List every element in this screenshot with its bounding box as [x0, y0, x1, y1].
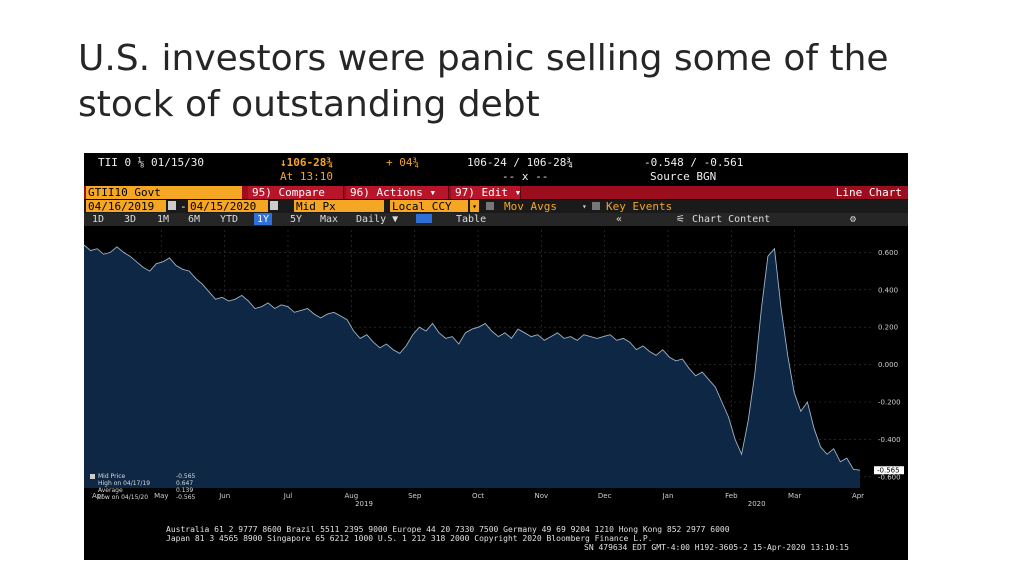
mov-avgs-toggle[interactable]: Mov Avgs [504, 200, 557, 213]
compare-button[interactable]: 95) Compare [248, 186, 344, 199]
key-events-toggle[interactable]: Key Events [606, 200, 673, 213]
quote-size: -- x -- [502, 170, 549, 183]
ticker-field[interactable]: GTII10 Govt [86, 186, 242, 199]
legend-swatch [90, 474, 95, 479]
calendar-icon[interactable] [168, 201, 176, 210]
edit-menu[interactable]: 97) Edit ▾ [451, 186, 521, 199]
chevron-down-icon[interactable]: ▾ [470, 200, 479, 212]
legend-low-value: -0.565 [176, 494, 196, 501]
x-tick-label: Apr [852, 492, 864, 500]
x-tick-label: Jan [662, 492, 674, 500]
x-tick-label: Sep [408, 492, 422, 500]
legend-avg-value: 0.139 [176, 487, 194, 494]
x-tick-label: Feb [725, 492, 738, 500]
last-value-marker [874, 466, 904, 475]
quote-row-2: At 13:10 -- x -- Source BGN [84, 170, 908, 183]
tab-5y[interactable]: 5Y [290, 214, 303, 225]
date-separator: - [180, 200, 187, 213]
x-tick-label: Oct [472, 492, 484, 500]
y-tick-label: 0.400 [878, 286, 898, 294]
currency-selector[interactable]: Local CCY [390, 200, 468, 213]
yield-bid-ask: -0.548 / -0.561 [644, 156, 744, 169]
chart-type-label[interactable]: Line Chart [835, 186, 902, 199]
price-change: + 04¾ [386, 156, 420, 169]
checkbox-icon[interactable] [486, 202, 494, 210]
footer-contacts-1: Australia 61 2 9777 8600 Brazil 5511 239… [166, 525, 730, 534]
x-tick-label: Apr [92, 492, 104, 500]
y-tick-label: -0.200 [878, 399, 901, 407]
last-value-label: -0.565 [877, 467, 900, 475]
legend-high-label: High on 04/17/19 [98, 480, 151, 487]
x-tick-label: Dec [598, 492, 612, 500]
chart-legend: Mid Price -0.565 High on 04/17/19 0.647 … [90, 473, 202, 501]
legend-row-avg: Average 0.139 [90, 487, 202, 494]
series-line [84, 244, 861, 471]
x-tick-label: Jun [218, 492, 230, 500]
quote-row-1: TII 0 ⅛ 01/15/30 ↓106-28¾ + 04¾ 106-24 /… [84, 156, 908, 169]
legend-mid-value: -0.565 [176, 473, 196, 480]
actions-menu[interactable]: 96) Actions ▾ [346, 186, 449, 199]
y-tick-label: 0.000 [878, 361, 898, 369]
table-button[interactable]: Table [456, 214, 487, 225]
legend-avg-label: Average [98, 487, 123, 494]
tab-ytd[interactable]: YTD [220, 214, 239, 225]
last-price: ↓106-28¾ [280, 156, 333, 169]
series-area [84, 245, 860, 488]
tab-1m[interactable]: 1M [157, 214, 170, 225]
chart-style-icon[interactable] [416, 214, 432, 223]
price-source: Source BGN [650, 170, 717, 183]
x-tick-label: Mar [788, 492, 801, 500]
security-name: TII 0 ⅛ 01/15/30 [98, 156, 204, 169]
legend-row-high: High on 04/17/19 0.647 [90, 480, 202, 487]
tab-max[interactable]: Max [320, 214, 339, 225]
chart-controls-row: 04/16/2019 - 04/15/2020 Mid Px Local CCY… [84, 200, 908, 213]
bloomberg-terminal-window: TII 0 ⅛ 01/15/30 ↓106-28¾ + 04¾ 106-24 /… [84, 153, 908, 560]
slide-title: U.S. investors were panic selling some o… [78, 38, 889, 125]
x-tick-label: Nov [534, 492, 548, 500]
footer-contacts-2: Japan 81 3 4565 8900 Singapore 65 6212 1… [166, 534, 653, 543]
chevron-down-icon[interactable]: ▾ [582, 202, 587, 211]
chart-content-icon[interactable]: ⚟ [676, 214, 685, 225]
range-tabs-row: 1D 3D 1M 6M YTD 1Y 5Y Max Daily ▼ Table … [84, 213, 908, 226]
legend-row-low: Low on 04/15/20 -0.565 [90, 494, 202, 501]
tab-1d[interactable]: 1D [92, 214, 105, 225]
y-tick-label: 0.600 [878, 249, 898, 257]
bid-ask: 106-24 / 106-28¾ [467, 156, 573, 169]
legend-row-mid: Mid Price -0.565 [90, 473, 202, 480]
legend-high-value: 0.647 [176, 480, 194, 487]
chart-content-button[interactable]: Chart Content [692, 214, 771, 225]
tab-1y[interactable]: 1Y [254, 213, 273, 225]
field-selector[interactable]: Mid Px [294, 200, 384, 213]
footer-session: SN 479634 EDT GMT-4:00 H192-3605-2 15-Ap… [584, 543, 849, 552]
calendar-icon[interactable] [270, 201, 278, 210]
year-label: 2020 [748, 500, 766, 508]
y-tick-label: 0.200 [878, 324, 898, 332]
gear-icon[interactable]: ⚙ [850, 214, 857, 225]
yield-chart: 0.600 0.400 0.200 0.000 -0.200 -0.400 -0.600 Ap… [84, 230, 904, 508]
collapse-icon[interactable]: « [616, 214, 623, 225]
end-date-field[interactable]: 04/15/2020 [188, 200, 268, 213]
checkbox-icon[interactable] [592, 202, 600, 210]
tab-6m[interactable]: 6M [188, 214, 201, 225]
start-date-field[interactable]: 04/16/2019 [86, 200, 166, 213]
y-tick-label: -0.600 [878, 473, 901, 481]
period-selector[interactable]: Daily ▼ [356, 214, 399, 225]
x-tick-label: Jul [283, 492, 293, 500]
x-tick-label: Aug [344, 492, 358, 500]
year-label: 2019 [355, 500, 373, 508]
tab-3d[interactable]: 3D [124, 214, 137, 225]
legend-low-label: Low on 04/15/20 [98, 494, 149, 501]
quote-time: At 13:10 [280, 170, 333, 183]
y-tick-label: -0.400 [878, 436, 901, 444]
x-tick-label: May [154, 492, 168, 500]
function-menu-bar: GTII10 Govt 95) Compare 96) Actions ▾ 97… [84, 186, 908, 199]
legend-mid-label: Mid Price [98, 473, 126, 480]
